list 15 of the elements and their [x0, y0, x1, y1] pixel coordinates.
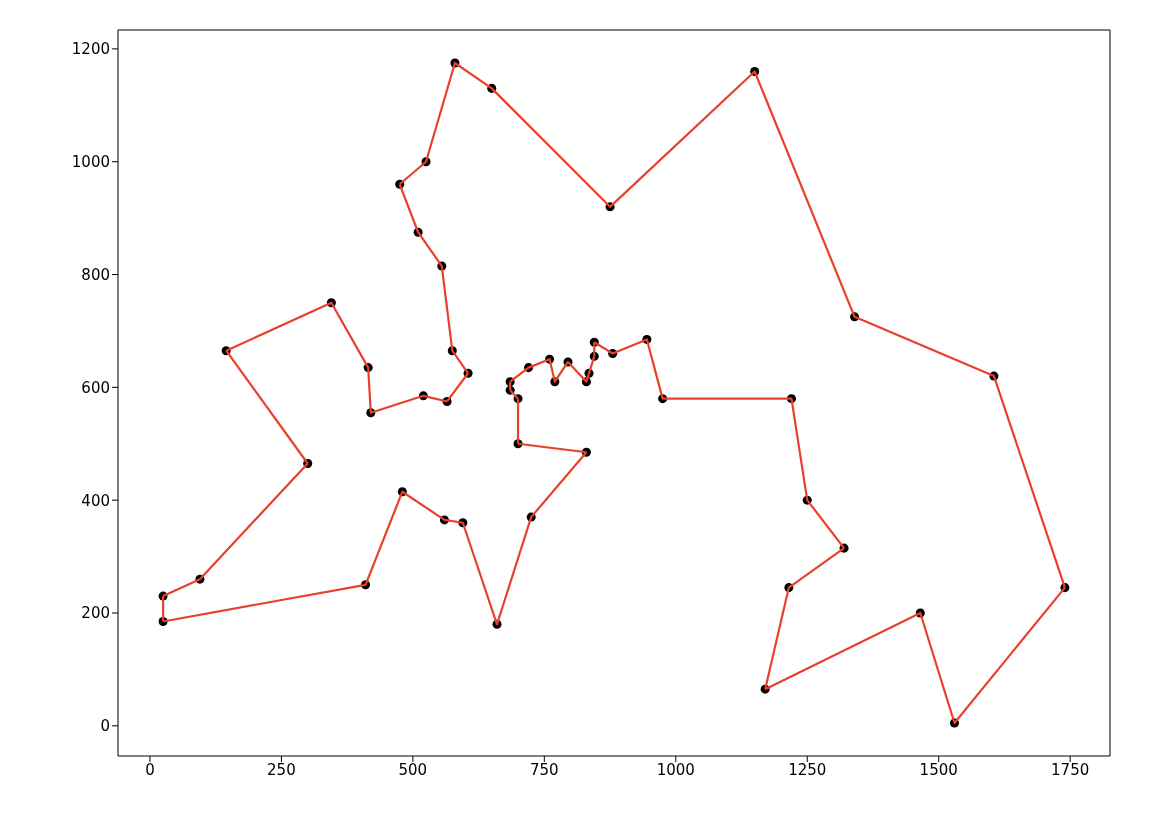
- x-tick-label: 0: [145, 760, 155, 779]
- y-tick-label: 1200: [71, 40, 110, 59]
- y-tick-label: 200: [81, 604, 110, 623]
- x-tick-label: 1250: [788, 760, 827, 779]
- y-tick-label: 0: [100, 717, 110, 736]
- x-tick-label: 750: [530, 760, 559, 779]
- y-tick-label: 800: [81, 265, 110, 284]
- x-tick-label: 250: [267, 760, 296, 779]
- y-tick-label: 600: [81, 378, 110, 397]
- y-tick-label: 1000: [71, 153, 110, 172]
- x-tick-label: 500: [398, 760, 428, 779]
- x-tick-label: 1000: [656, 760, 695, 779]
- y-tick-label: 400: [81, 491, 110, 510]
- x-tick-label: 1750: [1051, 760, 1090, 779]
- x-tick-label: 1500: [919, 760, 958, 779]
